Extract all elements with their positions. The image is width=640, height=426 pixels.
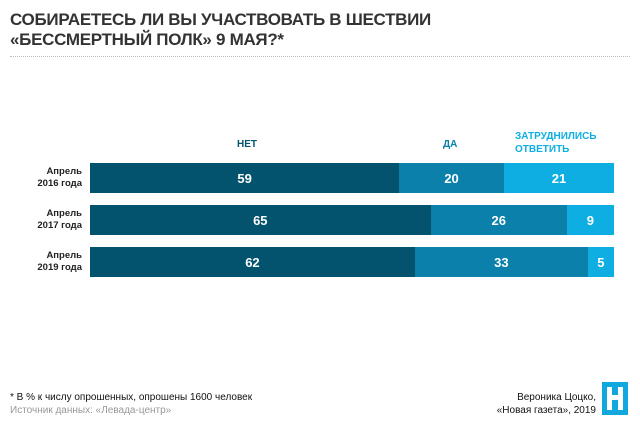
bar-segment-net: 59 [90,163,400,193]
category-label-line: Апрель [46,250,82,261]
bar-segment-da: 20 [399,163,504,193]
source-note: Источник данных: «Левада-центр» [10,405,172,416]
bar-segment-da: 26 [430,205,567,235]
legend-da: ДА [443,139,458,150]
data-label: 5 [597,254,605,270]
publication: «Новая газета», 2019 [496,405,596,416]
data-label: 26 [491,212,506,228]
category-label-line: Апрель [46,208,82,219]
bar-segment-da: 33 [414,247,588,277]
bar-segment-net: 65 [90,205,431,235]
chart-title: СОБИРАЕТЕСЬ ЛИ ВЫ УЧАСТВОВАТЬ В ШЕСТВИИ … [10,10,431,50]
data-label: 21 [551,170,567,186]
bar-segment-hard-to-say: 5 [587,247,614,277]
category-label: Апрель 2016 года [0,166,82,190]
category-label-line: 2019 года [37,262,82,273]
data-label: 59 [237,170,252,186]
legend-hard-to-say: ЗАТРУДНИЛИСЬ ОТВЕТИТЬ [515,130,597,156]
footnote: * В % к числу опрошенных, опрошены 1600 … [10,392,253,403]
category-label: Апрель 2017 года [0,208,82,232]
bar-segment-net: 62 [90,247,415,277]
category-label: Апрель 2019 года [0,250,82,274]
category-label-line: Апрель [46,166,82,177]
category-label-line: 2016 года [37,178,82,189]
category-label-line: 2017 года [37,220,82,231]
novaya-gazeta-logo [602,382,628,415]
data-label: 20 [444,170,459,186]
legend-line-2: ОТВЕТИТЬ [515,144,570,155]
data-label: 33 [494,254,509,270]
data-label: 9 [586,212,595,228]
legend-line-1: ЗАТРУДНИЛИСЬ [515,131,597,142]
author: Вероника Цоцко, [517,392,596,403]
data-label: 65 [253,212,268,228]
bar-segment-hard-to-say: 9 [566,205,614,235]
dotted-divider [10,56,630,57]
legend-net: НЕТ [237,139,257,150]
data-label: 62 [245,254,260,270]
title-line-1: СОБИРАЕТЕСЬ ЛИ ВЫ УЧАСТВОВАТЬ В ШЕСТВИИ [10,10,431,29]
title-line-2: «БЕССМЕРТНЫЙ ПОЛК» 9 МАЯ?* [10,30,284,49]
bar-segment-hard-to-say: 21 [503,163,614,193]
